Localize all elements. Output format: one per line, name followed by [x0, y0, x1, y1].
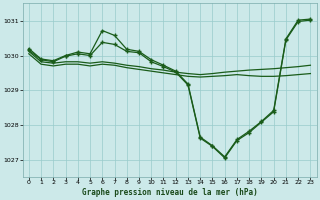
- X-axis label: Graphe pression niveau de la mer (hPa): Graphe pression niveau de la mer (hPa): [82, 188, 258, 197]
